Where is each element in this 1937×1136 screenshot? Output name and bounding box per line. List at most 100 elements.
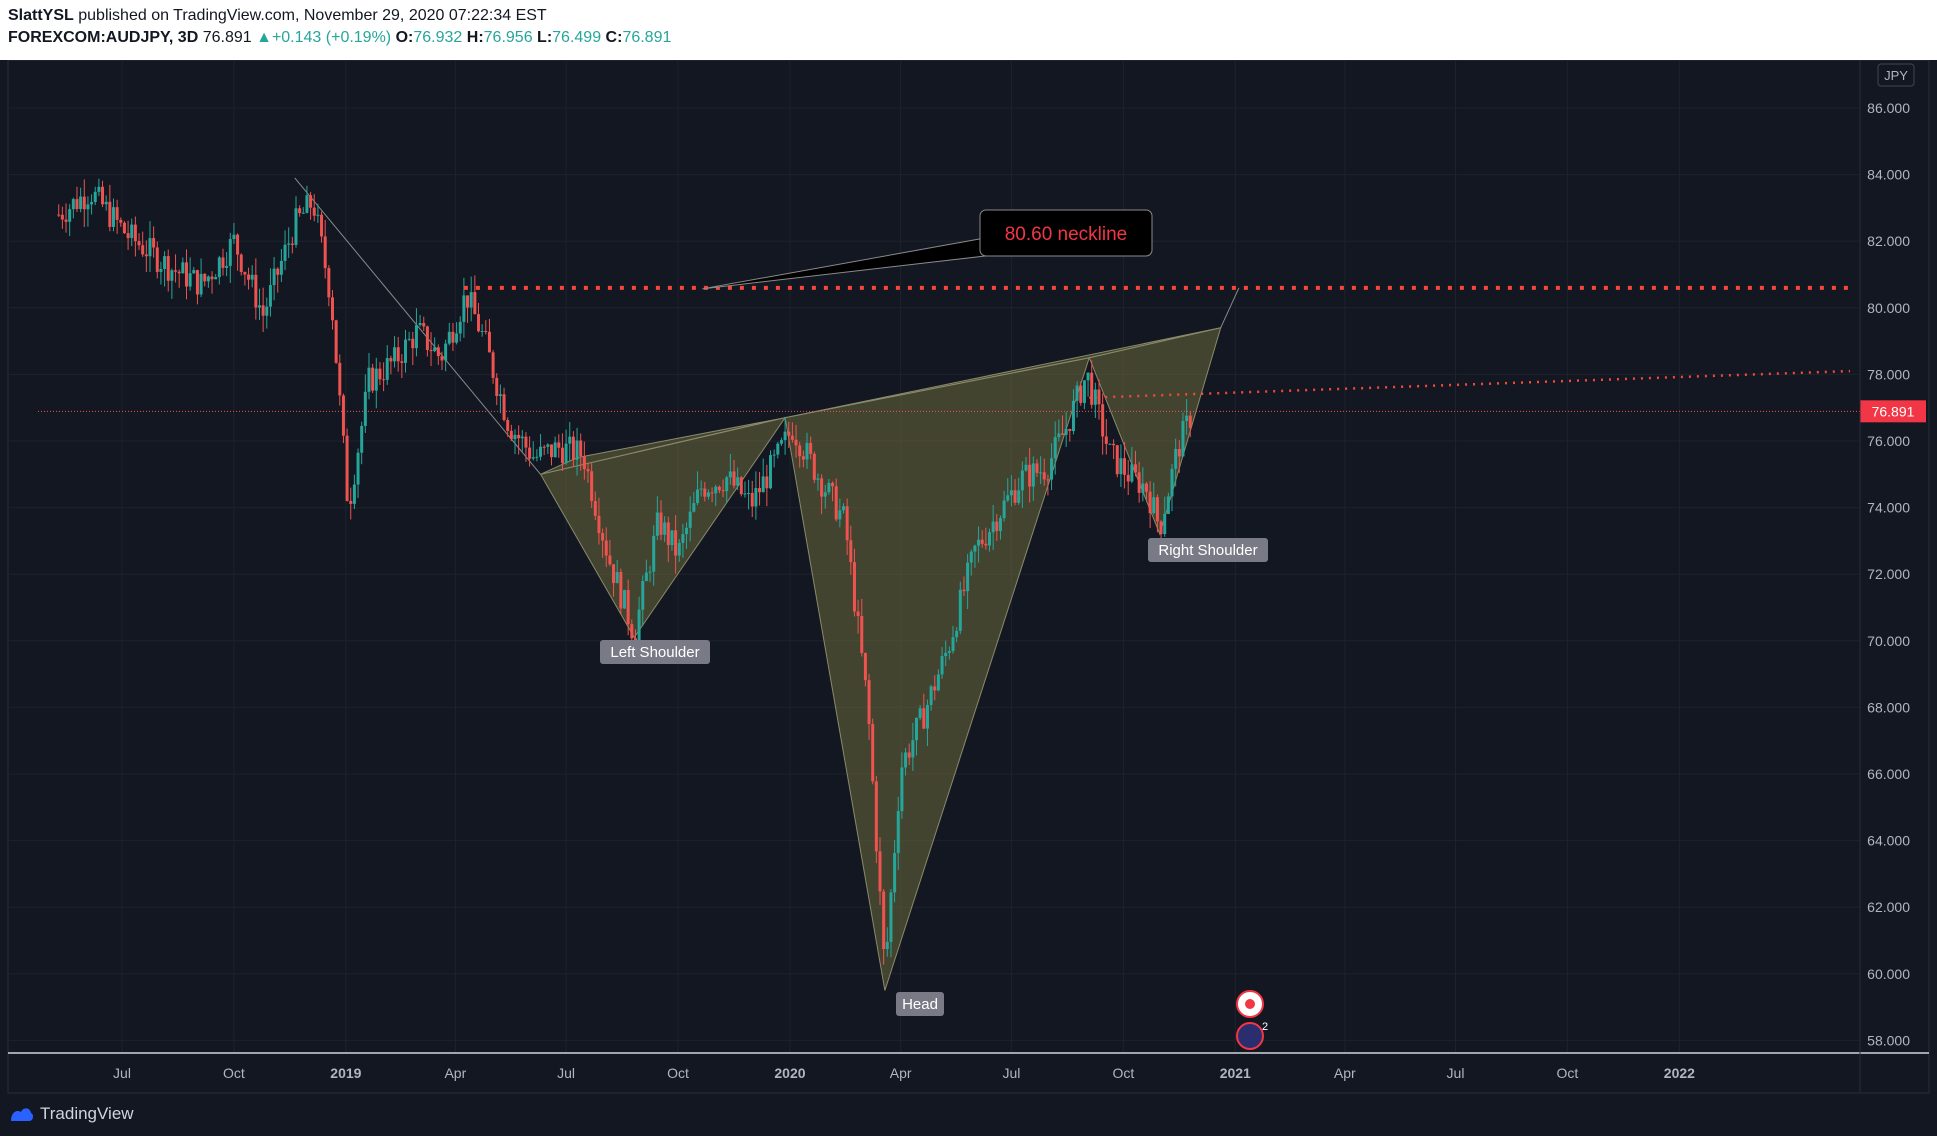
- candle-body: [655, 512, 659, 536]
- price-chart[interactable]: 76.891 80.60 neckline Left Shoulder Head Rig…: [0, 60, 1937, 1095]
- candle-body: [539, 446, 543, 457]
- candle-body: [809, 442, 813, 454]
- footer-bar: TradingView: [0, 1095, 1937, 1136]
- close-label: C:: [605, 29, 623, 46]
- open-value: 76.932: [413, 29, 463, 46]
- candle-body: [1053, 437, 1057, 459]
- candle-body: [571, 436, 575, 460]
- candle-body: [637, 609, 641, 641]
- y-tick-label: 78.000: [1867, 366, 1910, 382]
- x-tick-label: Oct: [1557, 1065, 1579, 1081]
- candle-body: [874, 781, 878, 852]
- candle-body: [1086, 372, 1090, 381]
- candle-body: [349, 500, 353, 504]
- candle-body: [856, 611, 860, 616]
- candle-body: [425, 326, 429, 351]
- candle-body: [1188, 415, 1192, 428]
- head-label-text: Head: [902, 996, 938, 1013]
- candle-body: [984, 543, 988, 546]
- candle-body: [60, 214, 64, 220]
- candle-body: [141, 245, 145, 255]
- candle-body: [82, 196, 86, 210]
- candle-body: [790, 435, 794, 440]
- candle-body: [509, 430, 513, 440]
- head-label-box: [896, 992, 944, 1016]
- candle-body: [1075, 385, 1079, 401]
- y-tick-label: 60.000: [1867, 966, 1910, 982]
- candle-body: [958, 589, 962, 631]
- last-price-tag: [1860, 400, 1926, 423]
- y-tick-label: 66.000: [1867, 766, 1910, 782]
- high-label: H:: [466, 29, 484, 46]
- candle-body: [885, 941, 889, 950]
- candle-body: [90, 202, 94, 205]
- candle-body: [717, 486, 721, 491]
- candle-body: [747, 492, 751, 494]
- up-arrow-icon: ▲: [256, 29, 272, 46]
- candle-body: [1170, 468, 1174, 497]
- candle-body: [630, 624, 634, 639]
- candle-body: [907, 752, 911, 758]
- candle-body: [1006, 495, 1010, 501]
- candle-body: [316, 214, 320, 216]
- y-tick-label: 58.000: [1867, 1032, 1910, 1048]
- candle-body: [170, 270, 174, 281]
- candle-body: [119, 219, 123, 223]
- candle-body: [163, 256, 167, 269]
- candle-body: [279, 260, 283, 275]
- price-change: +0.143 (+0.19%): [271, 29, 392, 46]
- candle-body: [1130, 464, 1134, 482]
- x-tick-label: Apr: [1334, 1065, 1356, 1081]
- candle-body: [371, 367, 375, 391]
- author-name[interactable]: SlattYSL: [8, 7, 74, 24]
- candle-body: [104, 201, 108, 205]
- x-tick-label: Apr: [890, 1065, 912, 1081]
- candle-body: [491, 352, 495, 378]
- candle-body: [239, 254, 243, 273]
- candle-body: [192, 270, 196, 274]
- candle-body: [1148, 491, 1152, 514]
- candle-body: [882, 891, 886, 950]
- candle-body: [411, 338, 415, 349]
- low-label: L:: [537, 29, 553, 46]
- candle-body: [633, 638, 637, 641]
- candle-body: [309, 195, 313, 208]
- x-tick-label: 2022: [1664, 1065, 1695, 1081]
- candle-body: [254, 274, 258, 308]
- candle-body: [458, 321, 462, 334]
- candle-body: [579, 440, 583, 457]
- candle-body: [1093, 389, 1097, 405]
- candle-body: [137, 241, 141, 246]
- candle-body: [688, 511, 692, 528]
- candle-body: [626, 590, 630, 625]
- candle-body: [1137, 472, 1141, 493]
- candle-body: [904, 752, 908, 768]
- candle-body: [728, 471, 732, 478]
- candle-body: [699, 488, 703, 490]
- candle-body: [126, 233, 130, 239]
- candle-body: [352, 484, 356, 504]
- y-tick-label: 76.000: [1867, 433, 1910, 449]
- candle-body: [1050, 458, 1054, 480]
- candle-body: [1057, 433, 1061, 438]
- x-tick-label: 2021: [1220, 1065, 1251, 1081]
- candle-body: [382, 379, 386, 381]
- candle-body: [776, 443, 780, 455]
- candle-body: [991, 521, 995, 533]
- candle-body: [918, 708, 922, 718]
- tradingview-brand[interactable]: TradingView: [8, 1104, 134, 1124]
- candle-body: [480, 330, 484, 332]
- y-tick-label: 64.000: [1867, 833, 1910, 849]
- candle-body: [444, 343, 448, 361]
- candle-body: [111, 207, 115, 227]
- candle-body: [816, 478, 820, 480]
- axes: 86.000 84.000 82.000 80.000 78.000 76.000 74.0…: [8, 60, 1929, 1093]
- candle-body: [896, 811, 900, 853]
- candle-body: [484, 330, 488, 332]
- symbol-name[interactable]: FOREXCOM:AUDJPY, 3D: [8, 29, 199, 46]
- candle-body: [973, 545, 977, 552]
- candle-body: [206, 276, 210, 282]
- candle-body: [557, 442, 561, 448]
- candle-body: [1020, 470, 1024, 491]
- candle-body: [863, 653, 867, 681]
